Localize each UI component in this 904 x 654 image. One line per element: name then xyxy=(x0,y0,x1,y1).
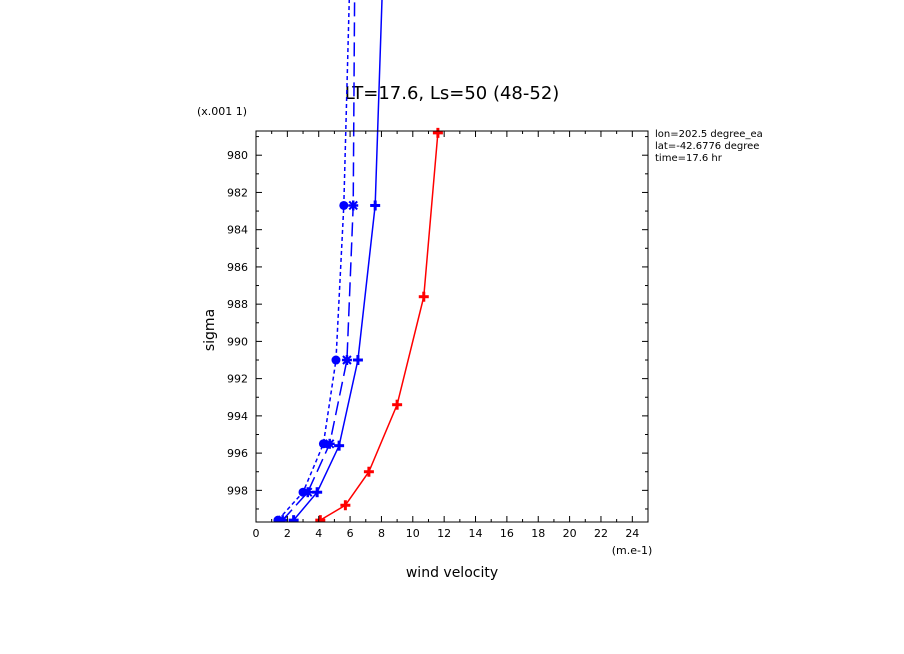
data-point xyxy=(288,515,299,522)
info-lat: lat=-42.6776 degree xyxy=(655,141,760,152)
y-tick-label: 996 xyxy=(227,447,248,460)
x-tick-label: 2 xyxy=(284,527,291,540)
data-point xyxy=(352,355,363,366)
y-tick-label: 980 xyxy=(227,149,248,162)
series-4 xyxy=(273,0,351,522)
y-tick-label: 988 xyxy=(227,298,248,311)
y-tick-label: 984 xyxy=(227,224,248,237)
tick-layer: 0 2 4 6 8 10 12 14 16 18 20 22 249809829849869889909… xyxy=(227,131,648,540)
series-2 xyxy=(288,0,383,522)
series-line xyxy=(319,132,439,521)
y-tick-label: 994 xyxy=(227,410,248,423)
info-time: time=17.6 hr xyxy=(655,153,722,164)
x-tick-label: 22 xyxy=(594,527,608,540)
x-tick-label: 18 xyxy=(531,527,545,540)
data-point xyxy=(331,355,341,365)
series-line xyxy=(282,0,356,521)
series-3 xyxy=(277,0,359,522)
data-point xyxy=(363,466,374,477)
x-tick-label: 4 xyxy=(315,527,322,540)
x-tick-label: 0 xyxy=(253,527,260,540)
data-point xyxy=(312,487,323,498)
series-layer xyxy=(273,0,443,522)
x-unit-label: (m.e-1) xyxy=(612,544,653,557)
x-tick-label: 16 xyxy=(500,527,514,540)
x-tick-label: 14 xyxy=(469,527,483,540)
x-tick-label: 20 xyxy=(563,527,577,540)
plot-frame xyxy=(255,130,649,523)
info-lon: lon=202.5 degree_ea xyxy=(655,129,763,140)
data-point xyxy=(273,515,283,522)
y-tick-label: 986 xyxy=(227,261,248,274)
y-tick-label: 998 xyxy=(227,484,248,497)
data-point xyxy=(432,127,443,138)
y-tick-label: 992 xyxy=(227,373,248,386)
data-point xyxy=(418,291,429,302)
x-tick-label: 10 xyxy=(406,527,420,540)
x-tick-label: 24 xyxy=(625,527,639,540)
data-point xyxy=(318,439,328,449)
data-point xyxy=(339,200,349,210)
data-point xyxy=(392,399,403,410)
x-tick-label: 12 xyxy=(437,527,451,540)
y-tick-label: 982 xyxy=(227,186,248,199)
data-point xyxy=(298,487,308,497)
y-tick-label: 990 xyxy=(227,335,248,348)
x-tick-label: 8 xyxy=(378,527,385,540)
series-line xyxy=(293,0,383,521)
data-point xyxy=(370,200,381,211)
data-point xyxy=(340,500,351,511)
chart-title: LT=17.6, Ls=50 (48-52) xyxy=(345,83,560,104)
x-tick-label: 6 xyxy=(347,527,354,540)
y-scale-label: (x.001 1) xyxy=(197,105,247,118)
data-point xyxy=(334,440,345,451)
data-point xyxy=(341,355,352,366)
y-axis-label: sigma xyxy=(202,309,218,351)
x-axis-label: wind velocity xyxy=(406,565,498,581)
series-line xyxy=(277,0,351,521)
series-1 xyxy=(315,127,443,522)
data-point xyxy=(348,200,359,211)
data-point xyxy=(315,515,326,522)
